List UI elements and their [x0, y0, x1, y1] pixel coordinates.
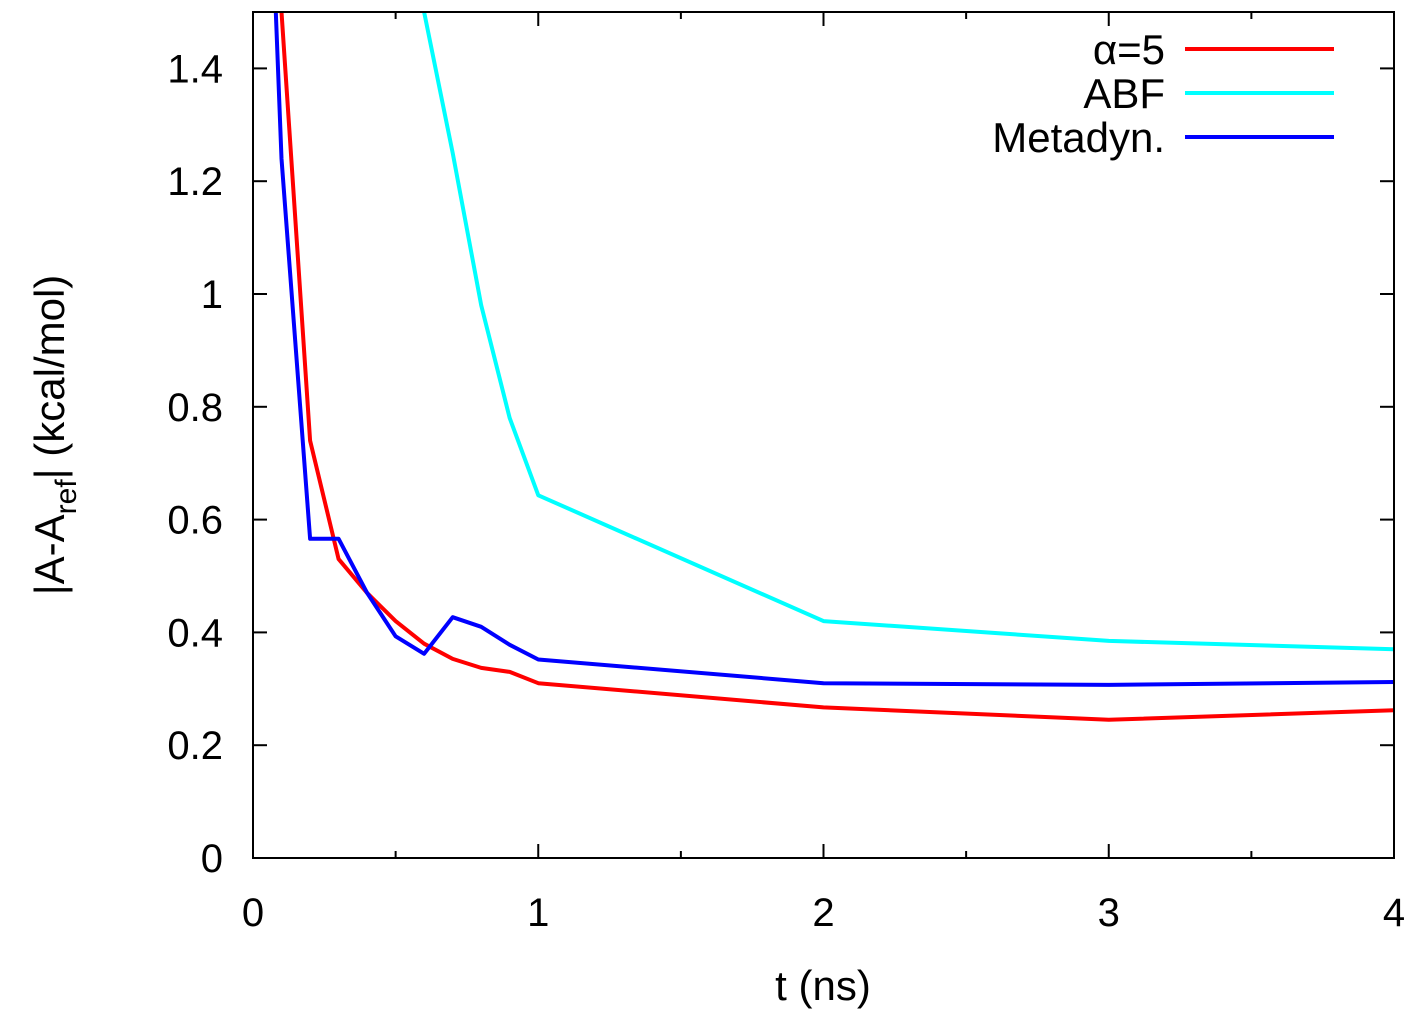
y-axis-title: |A-Aref| (kcal/mol)	[26, 275, 83, 596]
y-tick-label: 0.2	[167, 724, 223, 768]
y-axis-title-main: |A-A	[26, 514, 73, 595]
y-tick-label: 0	[201, 837, 223, 881]
ticks-layer	[252, 12, 1395, 859]
legend-label: Metadyn.	[992, 114, 1165, 161]
legend-label: α=5	[1093, 26, 1165, 73]
x-tick-label: 4	[1383, 891, 1405, 935]
legend-label: ABF	[1083, 70, 1165, 117]
series-layer	[273, 12, 1394, 722]
x-tick-label: 2	[812, 891, 834, 935]
x-tick-label: 3	[1098, 891, 1120, 935]
y-tick-label: 1	[201, 273, 223, 317]
tick-labels-layer: 0 0.2 0.4 0.6 0.8 1 1.2 1.4 0 1 2 3 4	[167, 47, 1405, 935]
x-tick-label: 0	[242, 891, 264, 935]
y-tick-label: 1.2	[167, 160, 223, 204]
series-line-3	[273, 12, 1394, 687]
series-line-2	[422, 12, 1394, 652]
y-tick-label: 0.4	[167, 611, 223, 655]
x-axis-title: t (ns)	[775, 962, 871, 1009]
y-axis-title-subscript: ref	[50, 479, 83, 515]
y-tick-label: 0.6	[167, 499, 223, 543]
x-tick-label: 1	[527, 891, 549, 935]
y-tick-label: 0.8	[167, 386, 223, 430]
y-axis-title-end: | (kcal/mol)	[26, 275, 73, 480]
y-tick-label: 1.4	[167, 47, 223, 91]
series-line-1	[279, 12, 1394, 722]
